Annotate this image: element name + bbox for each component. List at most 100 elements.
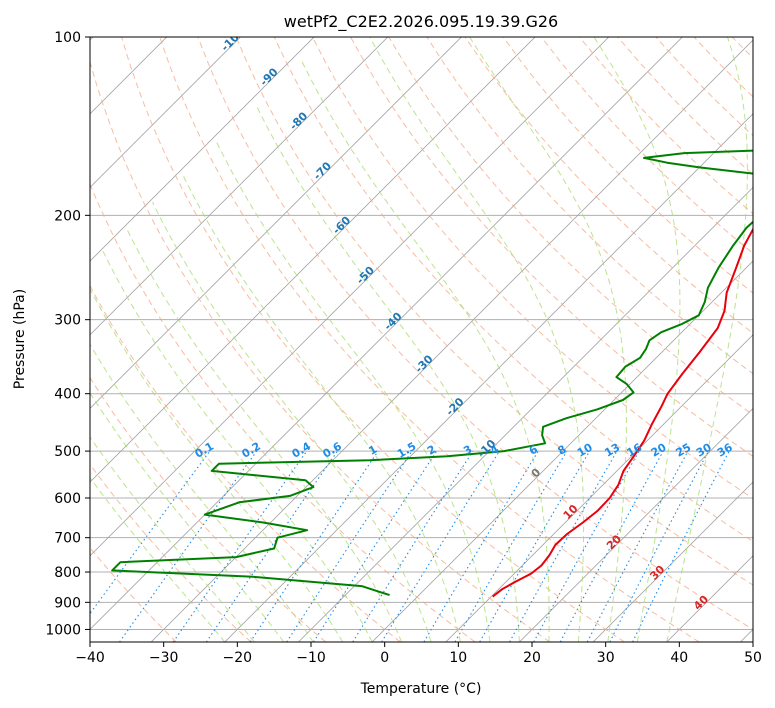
- mixing-ratio-line: [119, 450, 258, 642]
- x-tick-label: 10: [449, 650, 467, 666]
- dry-adiabat-line: [464, 37, 753, 334]
- plot-frame: [89, 36, 754, 643]
- dry-adiabat-line: [311, 37, 753, 500]
- y-tick-label: 100: [54, 30, 81, 46]
- isotherm-line: [90, 37, 536, 483]
- y-tick-label: 900: [54, 595, 81, 611]
- dry-adiabat-line: [235, 37, 753, 586]
- dry-adiabat-line: [350, 37, 753, 458]
- y-tick-label: 700: [54, 531, 81, 547]
- isotherm-label: -80: [287, 109, 310, 132]
- dry-adiabat-line: [121, 37, 625, 642]
- chart-title: wetPf2_C2E2.2026.095.19.39.G26: [284, 12, 558, 32]
- x-tick-label: −10: [296, 650, 326, 666]
- moist-adiabat-line: [125, 227, 403, 642]
- moist-adiabat-line: [593, 37, 681, 642]
- dry-adiabat-line: [90, 463, 252, 642]
- mixing-ratio-label: 30: [694, 441, 714, 460]
- dry-adiabat-line: [388, 37, 753, 416]
- y-tick-label: 400: [54, 387, 81, 403]
- mixing-ratio-label: 20: [649, 441, 669, 460]
- isotherm-label: -90: [257, 65, 280, 88]
- mixing-ratio-line: [172, 450, 308, 642]
- isotherm-label: -30: [412, 352, 435, 375]
- isotherm-label-warm: 40: [691, 592, 711, 612]
- mixing-ratio-label: 2: [425, 443, 438, 458]
- moist-adiabat-line: [90, 287, 344, 642]
- dry-adiabat-line: [90, 376, 327, 642]
- dry-adiabat-line: [90, 284, 401, 642]
- x-tick-label: 20: [523, 650, 541, 666]
- isotherm-label: -70: [311, 159, 334, 182]
- mixing-ratio-line: [559, 450, 664, 642]
- mixing-ratio-line: [205, 450, 338, 642]
- mixing-ratio-line: [454, 450, 568, 642]
- temperature-profile-line: [492, 227, 753, 598]
- moist-adiabat-line: [301, 61, 550, 642]
- moist-adiabat-line: [369, 37, 585, 642]
- mixing-ratio-label: 8: [555, 443, 568, 458]
- mixing-ratio-label: 13: [602, 441, 622, 460]
- moist-adiabat-line: [90, 436, 255, 642]
- isotherm-line: [150, 39, 753, 642]
- dry-adiabat-line: [502, 37, 753, 294]
- dry-adiabat-line: [159, 37, 700, 642]
- dry-adiabat-line: [197, 37, 753, 630]
- isotherm-label: -40: [381, 310, 404, 333]
- y-tick-label: 1000: [45, 622, 81, 638]
- moist-adiabat-line: [469, 37, 627, 642]
- mixing-ratio-line: [533, 450, 640, 642]
- mixing-ratio-label: 0.6: [321, 439, 345, 460]
- mixing-ratio-line: [381, 450, 500, 642]
- isotherm-line: [90, 37, 389, 336]
- moist-adiabat-line: [90, 476, 226, 642]
- isotherm-line: [740, 628, 753, 642]
- dewpoint-profile-line: [111, 149, 753, 597]
- y-tick-label: 300: [54, 313, 81, 329]
- mixing-ratio-label: 25: [674, 441, 694, 460]
- isotherm-line: [224, 113, 753, 642]
- x-tick-label: −40: [75, 650, 105, 666]
- moist-adiabat-line: [152, 201, 432, 642]
- isotherm-line: [90, 37, 684, 631]
- x-tick-label: 0: [380, 650, 389, 666]
- isotherm-line: [90, 37, 610, 557]
- isotherm-label-warm: 30: [647, 562, 667, 582]
- dry-adiabat-line: [693, 37, 753, 98]
- moist-adiabat-line: [215, 141, 491, 642]
- y-tick-label: 200: [54, 208, 81, 224]
- y-axis-label: Pressure (hPa): [12, 289, 28, 389]
- x-tick-label: 40: [670, 650, 688, 666]
- isotherm-line: [371, 260, 753, 642]
- isotherm-label: -100: [219, 25, 248, 54]
- isotherm-line: [90, 37, 463, 410]
- isotherm-line: [90, 37, 315, 262]
- x-tick-label: 50: [744, 650, 762, 666]
- mixing-ratio-label: 0.1: [193, 440, 216, 461]
- dry-adiabat-line: [617, 37, 753, 176]
- isotherm-line: [592, 481, 753, 642]
- moist-adiabat-line: [255, 104, 520, 642]
- mixing-ratio-line: [313, 450, 438, 642]
- x-tick-label: −20: [223, 650, 253, 666]
- y-tick-label: 800: [54, 565, 81, 581]
- dry-adiabat-line: [273, 37, 753, 543]
- dry-adiabat-line: [770, 37, 775, 642]
- isotherm-label: -50: [354, 264, 377, 287]
- x-tick-label: −30: [149, 650, 179, 666]
- y-tick-label: 600: [54, 491, 81, 507]
- dry-adiabat-line: [655, 37, 753, 137]
- isotherm-label-warm: 20: [604, 532, 624, 552]
- mixing-ratio-label: 10: [575, 441, 595, 460]
- moist-adiabat-line: [181, 173, 461, 642]
- mixing-ratio-label: 1: [366, 443, 379, 458]
- mixing-ratio-label: 0.4: [290, 439, 314, 460]
- mixing-ratio-line: [423, 450, 539, 642]
- mixing-ratio-line: [586, 450, 689, 642]
- mixing-ratio-line: [249, 450, 379, 642]
- moist-adiabat-line: [666, 37, 748, 642]
- y-tick-label: 500: [54, 444, 81, 460]
- mixing-ratio-line: [352, 450, 474, 642]
- mixing-ratio-line: [286, 450, 413, 642]
